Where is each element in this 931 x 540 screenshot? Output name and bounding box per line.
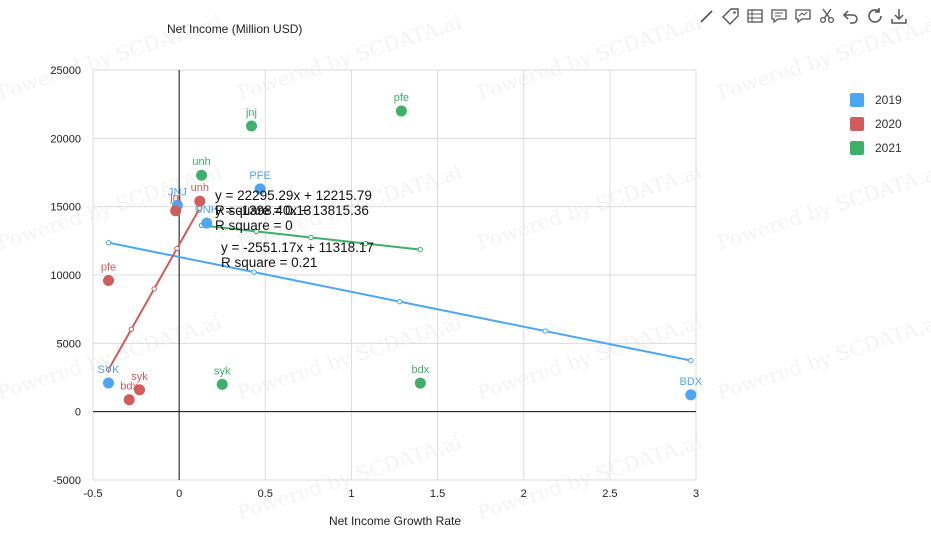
data-point-2021-bdx[interactable] [414,377,426,389]
trendline-equation-2019: y = -2551.17x + 11318.17 [221,240,374,255]
tag-icon[interactable] [721,6,741,26]
trendline-marker [417,246,424,253]
y-tick-label: 10000 [50,270,81,282]
point-labels: JNJPFEUNHSYKBDXjnjunhpfesykbdxjnjpfeunhs… [97,92,702,393]
watermark-text: Powered by SCDATA.ai [474,429,704,524]
data-points [103,105,697,406]
y-axis-title: Net Income (Million USD) [167,22,302,36]
watermark-text: Powered by SCDATA.ai [714,159,931,254]
data-point-2019-BDX[interactable] [685,389,697,401]
trendline-marker [105,239,112,246]
point-label: bdx [120,381,138,393]
point-label: bdx [411,364,429,376]
x-axis-title: Net Income Growth Rate [329,514,461,528]
axes: -0.5 0 0.5 1 1.5 2 2.5 3 -5000 0 5000 10000 15000 200… [50,65,699,500]
x-tick-label: 2.5 [602,488,617,500]
y-tick-label: 25000 [50,65,81,77]
point-label: BDX [680,376,703,388]
data-point-2019-UNH[interactable] [201,217,213,229]
legend: 2019 2020 2021 [850,93,902,155]
legend-label-2021[interactable]: 2021 [875,141,902,155]
watermark-text: Powered by SCDATA.ai [714,9,931,104]
chart-comment-icon[interactable] [793,6,813,26]
undo-icon[interactable] [841,6,861,26]
trendline-marker [174,245,180,252]
trendline-marker [542,328,548,334]
grid [92,69,697,481]
watermark: Powered by SCDATA.aiPowered by SCDATA.ai… [0,9,931,524]
trendline-marker [251,269,257,275]
watermark-text: Powered by SCDATA.ai [234,429,464,524]
trendline-rsquare-2019: R square = 0.21 [221,255,317,270]
watermark-text: Powered by SCDATA.ai [474,9,704,104]
y-tick-label: 0 [75,407,81,419]
trendline-marker [396,298,403,305]
point-label: pfe [394,92,409,104]
data-point-2021-pfe[interactable] [395,105,407,117]
trendline-equation-2020: y = 22295.29x + 12215.79 [215,188,372,203]
point-label: unh [191,182,209,194]
x-tick-label: 2 [521,488,527,500]
trendline-marker [105,366,112,373]
point-label: jnj [169,192,181,204]
legend-swatch-2019[interactable] [850,93,864,107]
data-point-2020-pfe[interactable] [103,274,115,286]
trendline-marker [128,326,135,332]
trendline-marker [253,228,259,235]
download-icon[interactable] [889,6,909,26]
chart-toolbar [697,6,909,26]
data-point-2021-syk[interactable] [216,378,228,390]
legend-label-2019[interactable]: 2019 [875,93,902,107]
table-icon[interactable] [745,6,765,26]
legend-swatch-2020[interactable] [850,117,864,131]
data-point-2020-syk[interactable] [134,384,146,396]
refresh-icon[interactable] [865,6,885,26]
point-label: SYK [97,364,120,376]
watermark-text: Powered by SCDATA.ai [234,309,464,404]
y-tick-label: -5000 [53,475,81,487]
point-label: unh [192,156,210,168]
watermark-text: Powered by SCDATA.ai [714,309,931,404]
y-tick-label: 5000 [57,338,81,350]
point-label: syk [131,371,148,383]
x-tick-label: 3 [693,488,699,500]
trendline-marker [362,240,369,247]
point-label: PFE [249,170,270,182]
trendline-marker [308,234,314,241]
data-point-2020-bdx[interactable] [123,394,135,406]
data-point-2019-SYK[interactable] [103,377,115,389]
legend-label-2020[interactable]: 2020 [875,117,902,131]
point-label: UNH [195,204,219,216]
trendlines [105,205,694,373]
point-label: syk [214,365,231,377]
data-point-2019-PFE[interactable] [254,183,266,195]
data-point-2021-jnj[interactable] [246,120,258,132]
x-tick-label: 0.5 [258,488,273,500]
point-label: JNJ [168,186,187,198]
data-point-2020-jnj[interactable] [170,205,182,217]
y-tick-label: 15000 [50,202,81,214]
comment-icon[interactable] [769,6,789,26]
x-tick-label: 1 [348,488,354,500]
x-tick-label: 0 [176,488,182,500]
legend-swatch-2021[interactable] [850,141,864,155]
trendline-labels: y = -2551.17x + 11318.17R square = 0.21 y… [215,188,374,270]
pencil-icon[interactable] [697,6,717,26]
trendline-rsquare-2021: R square = 0 [215,218,293,233]
trendline-marker [151,286,157,292]
data-point-2020-unh[interactable] [194,195,206,207]
point-label: jnj [245,107,257,119]
scissors-icon[interactable] [817,6,837,26]
trendline-equation-2021: y = -1398.40x + 13815.36 [215,203,369,218]
data-point-2021-unh[interactable] [196,169,208,181]
y-tick-label: 20000 [50,133,81,145]
trendline-marker [688,357,694,364]
trendline-rsquare-2020: R square = 0.13 [215,203,311,218]
watermark-text: Powered by SCDATA.ai [0,309,224,404]
x-tick-label: 1.5 [430,488,445,500]
point-label: pfe [101,261,116,273]
x-tick-label: -0.5 [84,488,103,500]
